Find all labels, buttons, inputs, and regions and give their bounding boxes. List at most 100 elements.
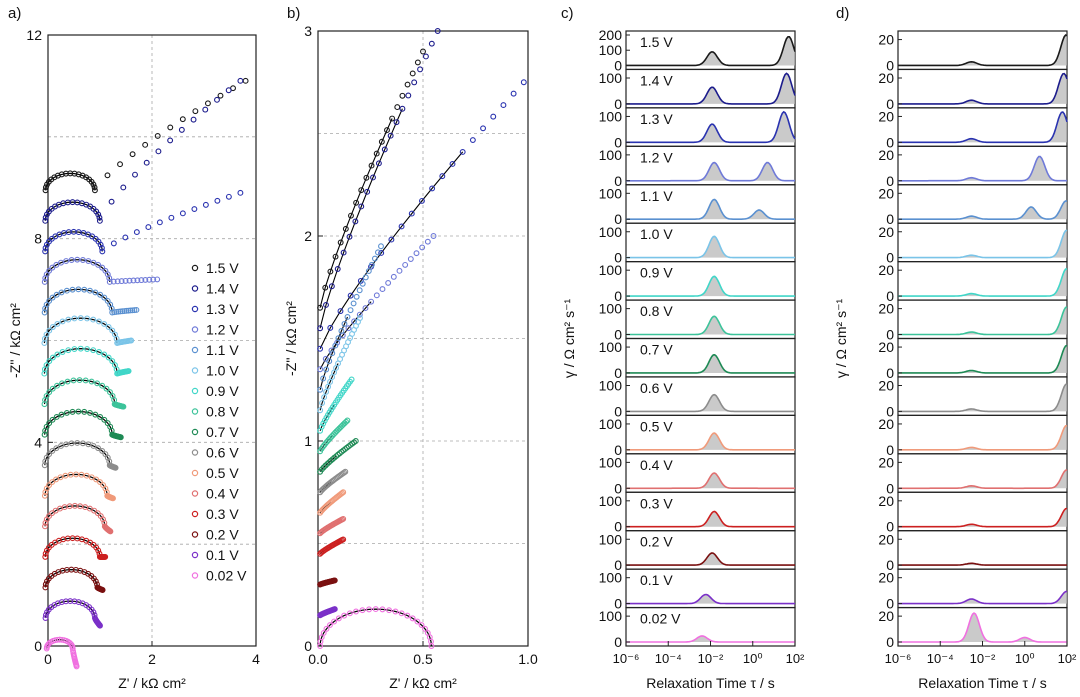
data-point	[339, 490, 345, 497]
y-tick-label: 20	[878, 339, 894, 355]
data-point	[323, 302, 329, 308]
data-point	[110, 278, 117, 285]
x-tick-label: 2	[148, 651, 156, 667]
data-point	[146, 276, 153, 283]
data-point	[118, 278, 125, 285]
y-tick-label: 100	[599, 378, 623, 394]
y-tick-label: 20	[878, 224, 894, 240]
data-point	[105, 324, 112, 330]
row-voltage-label: 0.5 V	[640, 418, 673, 434]
peak-area	[898, 508, 1067, 527]
data-point	[54, 172, 61, 179]
data-point	[345, 325, 352, 332]
data-point	[378, 138, 385, 145]
data-point	[49, 479, 56, 485]
y-tick-label: 0	[886, 173, 894, 189]
data-point	[42, 584, 49, 591]
data-point	[320, 464, 327, 471]
y-tick-label: 20	[878, 70, 894, 86]
series-line	[626, 198, 795, 220]
data-point	[154, 276, 161, 283]
data-point	[53, 413, 60, 420]
data-point	[59, 380, 65, 387]
row-voltage-label: 0.7 V	[640, 342, 673, 358]
legend-marker	[191, 551, 199, 559]
data-point	[167, 137, 174, 144]
data-point	[372, 606, 379, 613]
data-point	[178, 126, 185, 133]
fit-line	[319, 608, 432, 647]
data-point	[42, 523, 48, 530]
y-tick-label: 20	[878, 608, 894, 624]
data-point	[341, 612, 348, 619]
data-point	[95, 261, 102, 268]
data-point	[96, 217, 103, 224]
data-point	[434, 28, 441, 34]
y-tick-label: 100	[599, 42, 623, 58]
data-point	[76, 377, 83, 384]
data-point	[92, 411, 99, 418]
data-point	[319, 400, 326, 406]
data-point	[99, 447, 106, 454]
data-point	[42, 581, 49, 588]
data-point	[109, 358, 116, 365]
legend-label: 0.7 V	[206, 424, 239, 440]
data-point	[335, 335, 342, 342]
legend-label: 0.2 V	[206, 527, 239, 543]
data-point	[84, 315, 91, 322]
data-point	[348, 376, 355, 383]
fit-line	[44, 259, 111, 282]
data-point	[77, 315, 84, 322]
data-point	[214, 197, 221, 204]
data-point	[42, 187, 49, 194]
data-point	[91, 187, 98, 194]
y-tick-label: 3	[304, 23, 312, 39]
panel-a: 0 2 4 0 4 8 12 a) Z' / kΩ cm² -Z'' / kΩ cm² 1.5 V 1…	[7, 5, 260, 691]
data-point	[342, 468, 349, 475]
data-point	[352, 218, 359, 225]
data-point	[42, 214, 49, 221]
series-line	[898, 268, 1068, 297]
data-point	[346, 233, 353, 240]
data-point	[71, 346, 78, 352]
data-point	[54, 382, 60, 389]
y-axis-title: γ / Ω cm² s⁻¹	[561, 299, 577, 379]
y-tick-label: 20	[878, 570, 894, 586]
data-point	[46, 327, 53, 334]
data-point	[49, 264, 56, 271]
data-point	[75, 408, 82, 415]
data-point	[87, 287, 93, 294]
data-point	[155, 148, 162, 155]
data-point	[334, 266, 341, 272]
row-frame	[897, 530, 1068, 570]
data-point	[59, 349, 66, 355]
data-point	[90, 443, 97, 449]
data-point	[108, 198, 115, 205]
data-point	[114, 278, 121, 285]
y-tick-label: 0	[614, 442, 622, 458]
data-point	[43, 331, 50, 338]
data-point	[409, 70, 416, 77]
peak-area	[626, 394, 795, 412]
fit-line	[44, 410, 113, 435]
data-point	[59, 318, 66, 325]
data-point	[398, 610, 405, 617]
y-tick-label: 100	[599, 339, 623, 355]
peak-area	[626, 511, 795, 527]
data-point	[46, 451, 53, 458]
data-point	[375, 160, 382, 167]
data-point	[123, 307, 130, 314]
data-point	[331, 606, 338, 613]
data-point	[101, 294, 108, 301]
data-point	[359, 280, 366, 287]
legend-marker	[191, 428, 199, 436]
legend-marker	[191, 469, 199, 477]
legend-marker	[191, 572, 199, 579]
data-point	[337, 239, 344, 246]
x-tick-label: 4	[252, 651, 260, 667]
data-point	[57, 474, 64, 481]
peak-area	[626, 199, 795, 220]
x-tick-label: 10⁻⁶	[885, 651, 912, 666]
y-tick-label: 0	[886, 442, 894, 458]
data-point	[91, 184, 98, 191]
